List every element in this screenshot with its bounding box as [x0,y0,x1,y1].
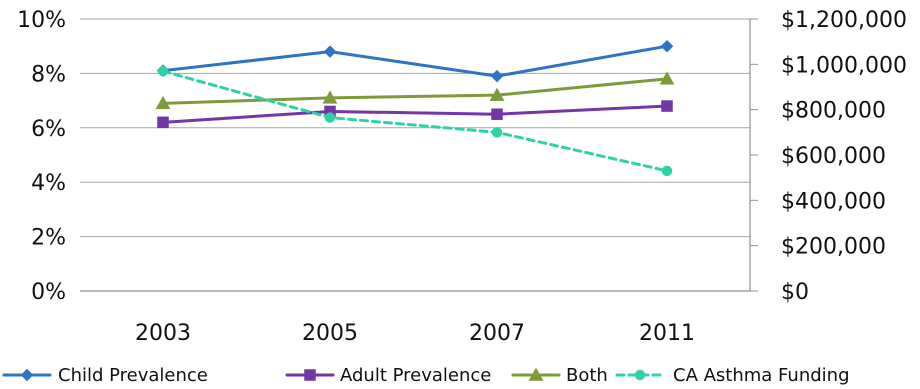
legend-item-both: Both [511,365,608,386]
series-point-ca-asthma-funding-2003 [157,65,169,77]
legend-label-both: Both [566,365,608,386]
y-tick-label-left-2: 4% [31,171,66,196]
series-point-ca-asthma-funding-2007 [491,127,503,138]
series-line-adult-prevalence [161,104,669,124]
legend-label-child-prevalence: Child Prevalence [58,365,208,386]
series-point-ca-asthma-funding-2005 [324,112,336,123]
series-point-ca-asthma-funding-2011 [661,165,673,177]
legend-marker-ca-asthma-funding [634,369,646,381]
series-adult-prevalence [157,100,673,129]
axis-layer [80,18,758,292]
y-tick-label-right-6: $1,200,000 [781,8,907,33]
y-tick-label-right-1: $200,000 [781,235,886,260]
legend: Child Prevalence Adult Prevalence Both CA A… [2,365,850,386]
legend-marker-child-prevalence [20,368,34,382]
y-tick-label-left-0: 0% [31,280,66,305]
series-line-both [161,77,669,105]
y-tick-label-right-4: $800,000 [781,99,886,124]
series-point-both-2003 [155,95,171,110]
series-point-adult-prevalence-2011 [661,100,673,112]
legend-item-adult-prevalence: Adult Prevalence [285,365,491,386]
legend-label-adult-prevalence: Adult Prevalence [340,365,491,386]
series-point-both-2005 [322,90,338,104]
series-point-both-2007 [489,87,505,101]
y-tick-label-left-1: 2% [31,226,66,251]
y-tick-label-right-0: $0 [781,280,809,305]
series-point-child-prevalence-2007 [490,69,504,83]
x-tick-label-2011: 2011 [639,321,695,346]
series-child-prevalence [156,39,674,83]
label-layer: 0% 2% 4% 6% 8% 10% $0 $200,000 $400,000 $600,000 $… [17,8,907,346]
series-point-child-prevalence-2011 [660,39,674,53]
series-point-both-2011 [659,71,675,85]
series-point-adult-prevalence-2003 [157,116,169,129]
series-line-child-prevalence [161,44,669,78]
y-tick-label-left-5: 10% [17,8,66,33]
series-layer [155,39,675,177]
legend-marker-adult-prevalence [304,369,316,381]
y-tick-label-right-3: $600,000 [781,144,886,169]
y-tick-label-right-5: $1,000,000 [781,53,907,78]
legend-label-ca-asthma-funding: CA Asthma Funding [673,365,850,386]
x-tick-label-2003: 2003 [135,321,191,346]
legend-item-ca-asthma-funding: CA Asthma Funding [615,365,850,386]
x-tick-label-2007: 2007 [469,321,525,346]
y-tick-label-left-3: 6% [31,117,66,142]
legend-marker-both [528,367,544,381]
y-tick-label-right-2: $400,000 [781,189,886,214]
legend-item-child-prevalence: Child Prevalence [2,365,208,386]
series-point-adult-prevalence-2007 [491,108,503,120]
grid-layer [80,18,750,238]
series-ca-asthma-funding [157,65,673,177]
series-point-child-prevalence-2005 [323,45,337,58]
x-tick-label-2005: 2005 [302,321,358,346]
series-line-ca-asthma-funding [161,69,669,173]
series-both [155,71,675,110]
y-tick-label-left-4: 8% [31,62,66,87]
